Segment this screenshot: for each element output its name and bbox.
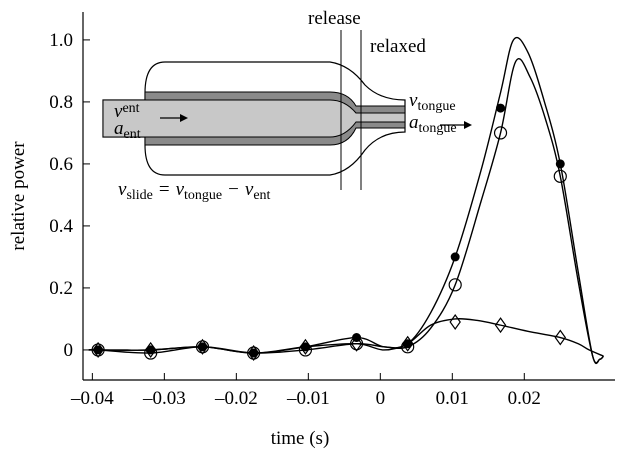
x-tick-label: –0.03 [142, 388, 186, 409]
x-tick-label: –0.04 [70, 388, 114, 409]
a-ent-label: aent [114, 118, 141, 142]
arrow-head [464, 121, 472, 129]
x-axis-label: time (s) [271, 428, 330, 449]
equation: vslide = vtongue − vent [118, 179, 271, 203]
symbol: v [245, 179, 254, 200]
marker [350, 335, 363, 352]
arrow-head [180, 114, 188, 122]
marker [450, 252, 460, 262]
inset-diagram: release relaxed vent aent vtongue atongu… [102, 8, 472, 203]
marker [401, 340, 415, 354]
marker [553, 169, 567, 183]
subscript: ent [122, 101, 139, 116]
marker [554, 329, 567, 346]
marker [144, 346, 158, 360]
y-tick-label: 0.4 [49, 216, 73, 237]
subscript: tongue [419, 121, 457, 136]
symbol: a [409, 112, 419, 133]
marker [299, 338, 312, 355]
release-label: release [308, 8, 361, 29]
marker [144, 341, 157, 358]
y-tick-label: 1.0 [49, 30, 73, 51]
plot-area: 0 0.2 0.4 0.6 0.8 1.0 –0.04 –0.03 –0.02 –0.01 0 0.0… [49, 12, 615, 409]
v-tongue-label: vtongue [409, 90, 456, 114]
subscript: tongue [417, 99, 455, 114]
marker [249, 348, 259, 358]
subscript: tongue [184, 188, 222, 203]
x-tick-label: 0.01 [436, 388, 469, 409]
marker [92, 341, 104, 358]
subscript: ent [124, 127, 141, 142]
subscript: ent [253, 188, 270, 203]
x-tick-label: 0 [376, 388, 386, 409]
y-tick-label: 0.6 [49, 154, 73, 175]
marker [494, 317, 507, 334]
marker [198, 342, 208, 352]
marker [401, 335, 414, 352]
x-tick-label: 0.02 [508, 388, 541, 409]
a-tongue-label: atongue [409, 112, 457, 136]
symbol: v [409, 90, 418, 111]
entoglossal [102, 99, 406, 138]
y-tick-label: 0.2 [49, 278, 73, 299]
x-tick-label: –0.02 [214, 388, 258, 409]
y-tick-label: 0 [64, 340, 74, 361]
symbol: v [118, 179, 127, 200]
marker [448, 278, 462, 292]
symbol: v [176, 179, 185, 200]
operator: = [159, 179, 170, 200]
operator: − [228, 179, 239, 200]
marker [496, 103, 506, 113]
marker [555, 159, 565, 169]
series-line [88, 317, 604, 357]
symbol: a [114, 118, 124, 139]
marker [247, 344, 260, 362]
marker [196, 338, 209, 355]
marker [93, 345, 103, 355]
v-ent-label: vent [114, 101, 140, 122]
symbol: v [114, 101, 123, 122]
x-tick-label: –0.01 [286, 388, 330, 409]
subscript: slide [126, 188, 152, 203]
marker [298, 343, 313, 357]
relaxed-label: relaxed [370, 36, 426, 57]
marker [493, 126, 508, 140]
marker [449, 313, 461, 331]
y-tick-label: 0.8 [49, 92, 73, 113]
y-axis-label: relative power [8, 141, 29, 251]
